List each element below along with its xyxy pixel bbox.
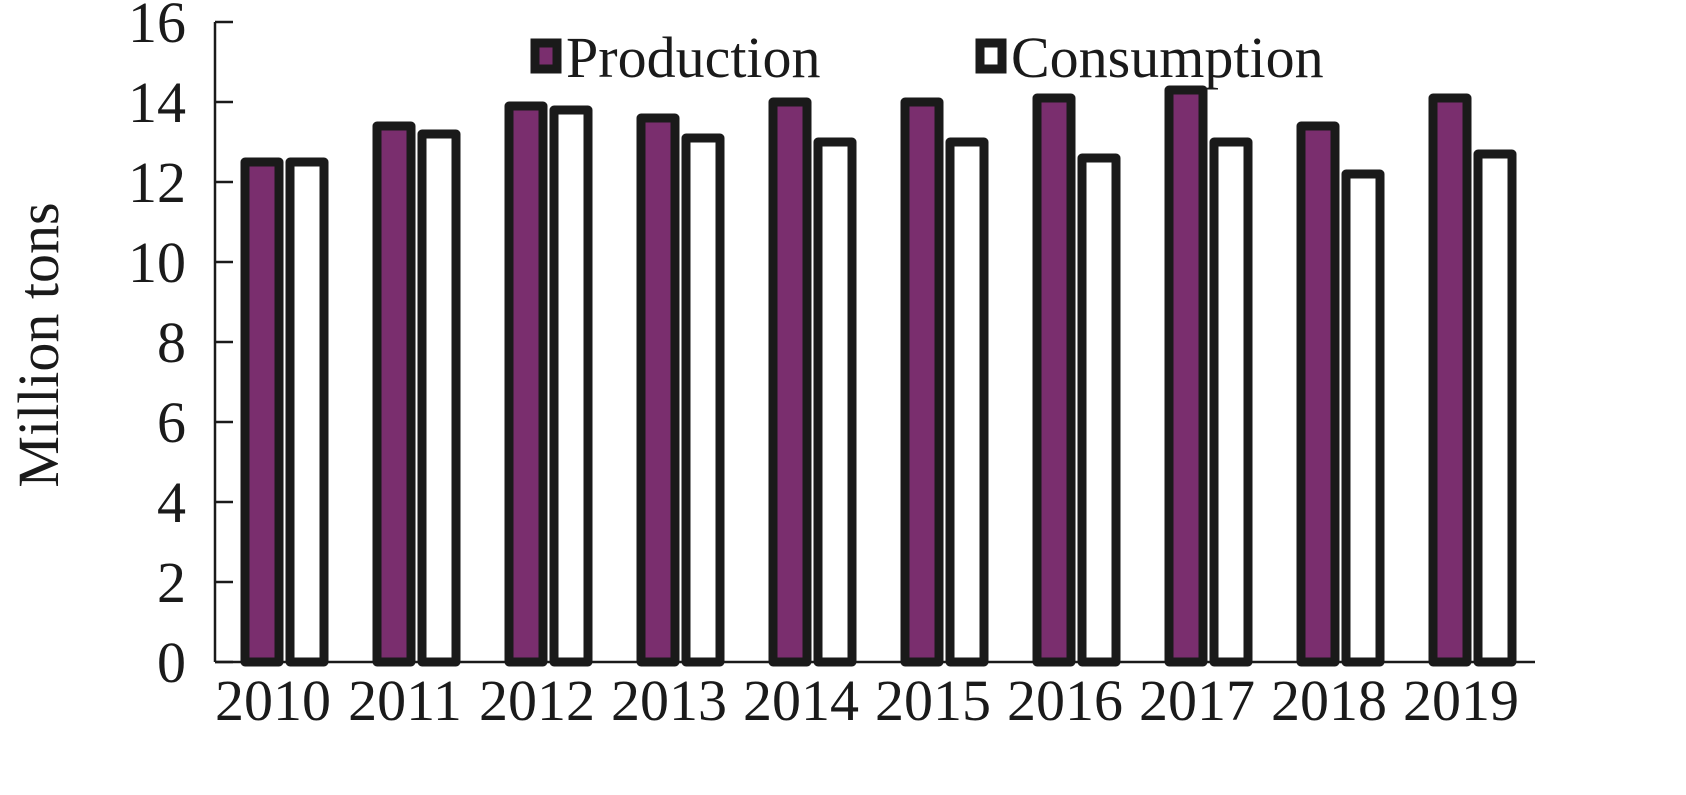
x-tick-label: 2018 bbox=[1271, 668, 1387, 733]
legend-swatch-consumption bbox=[975, 38, 1007, 74]
y-tick-label: 16 bbox=[128, 0, 186, 55]
bar-consumption bbox=[417, 129, 461, 667]
bar-production bbox=[1296, 121, 1340, 667]
bar-consumption bbox=[549, 105, 593, 667]
bar-production bbox=[504, 101, 548, 667]
legend: Production Consumption bbox=[530, 25, 1324, 90]
legend-label-consumption: Consumption bbox=[1011, 25, 1324, 90]
bar-production bbox=[1032, 93, 1076, 667]
bar-production bbox=[1164, 85, 1208, 667]
x-tick-label: 2015 bbox=[875, 668, 991, 733]
y-tick-label: 10 bbox=[128, 230, 186, 295]
bar-production bbox=[372, 121, 416, 667]
x-tick-label: 2012 bbox=[479, 668, 595, 733]
bar-production bbox=[900, 97, 944, 667]
y-tick-label: 8 bbox=[157, 310, 186, 375]
legend-label-production: Production bbox=[566, 25, 821, 90]
x-tick-label: 2019 bbox=[1403, 668, 1519, 733]
y-tick-label: 4 bbox=[157, 470, 186, 535]
bar-consumption bbox=[813, 137, 857, 667]
bar-consumption bbox=[1077, 153, 1121, 667]
bar-consumption bbox=[1473, 149, 1517, 667]
x-tick-label: 2016 bbox=[1007, 668, 1123, 733]
y-tick-label: 0 bbox=[157, 630, 186, 695]
x-tick-label: 2010 bbox=[215, 668, 331, 733]
x-tick-label: 2014 bbox=[743, 668, 859, 733]
x-tick-label: 2017 bbox=[1139, 668, 1255, 733]
x-tick-labels: 2010 2011 2012 2013 2014 2015 2016 2017 2018 2019 bbox=[215, 668, 1519, 733]
bar-production bbox=[240, 157, 284, 667]
x-tick-label: 2011 bbox=[348, 668, 462, 733]
bar-production bbox=[636, 113, 680, 667]
bars bbox=[240, 85, 1517, 667]
legend-swatch-production bbox=[530, 38, 562, 74]
bar-consumption bbox=[285, 157, 329, 667]
y-tick-label: 2 bbox=[157, 550, 186, 615]
y-tick-label: 12 bbox=[128, 150, 186, 215]
bar-consumption bbox=[945, 137, 989, 667]
bar-production bbox=[1428, 93, 1472, 667]
bar-consumption bbox=[681, 133, 725, 667]
bar-consumption bbox=[1209, 137, 1253, 667]
y-tick-label: 14 bbox=[128, 70, 186, 135]
y-tick-labels: 0 2 4 6 8 10 12 14 16 bbox=[128, 0, 186, 695]
bar-consumption bbox=[1341, 169, 1385, 667]
x-tick-label: 2013 bbox=[611, 668, 727, 733]
y-tick-label: 6 bbox=[157, 390, 186, 455]
bar-production bbox=[768, 97, 812, 667]
y-axis-label: Million tons bbox=[6, 202, 71, 487]
